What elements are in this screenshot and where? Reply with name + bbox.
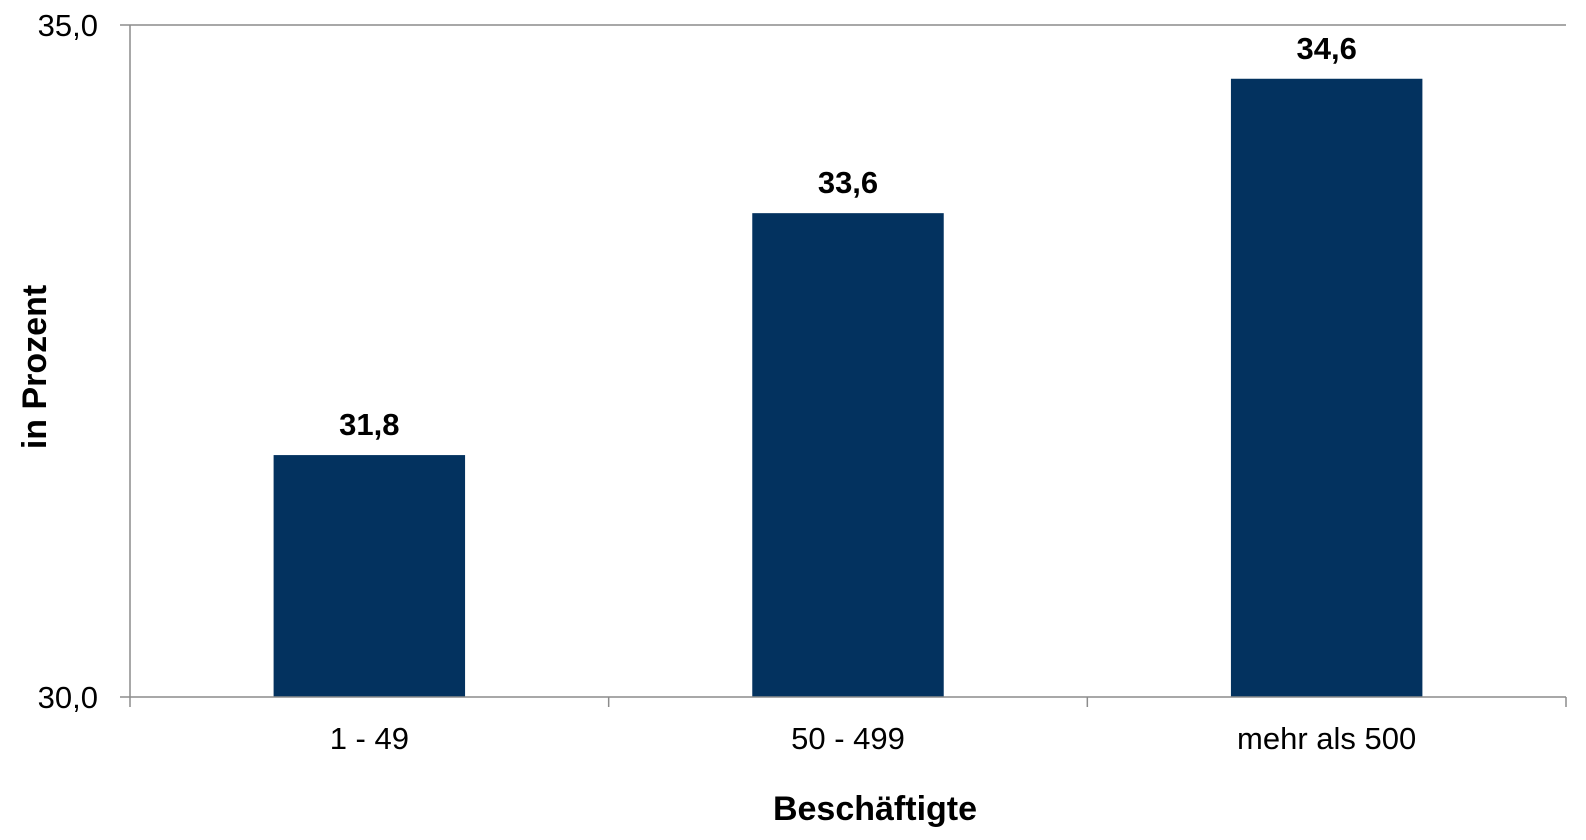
axes-layer: [120, 24, 1567, 707]
bars-layer: [273, 78, 1423, 697]
y-tick-label-2: 35,0: [38, 8, 98, 43]
y-axis-title: in Prozent: [16, 285, 54, 449]
y-tick-label-1: 30,0: [38, 680, 98, 715]
x-tick-label-3: mehr als 500: [1237, 721, 1416, 756]
bar-2: [752, 213, 944, 697]
bar-1: [273, 455, 466, 697]
x-tick-label-2: 50 - 499: [791, 721, 905, 756]
bar-value-label-3: 34,6: [1296, 31, 1356, 66]
x-axis-title: Beschäftigte: [773, 790, 977, 828]
bar-value-label-2: 33,6: [818, 165, 878, 200]
x-tick-label-1: 1 - 49: [330, 721, 409, 756]
bar-value-label-1: 31,8: [339, 407, 399, 442]
bar-3: [1230, 78, 1423, 697]
labels-layer: 31,8 1 - 49 33,6 50 - 499 34,6 mehr als 500 30…: [38, 8, 1417, 756]
